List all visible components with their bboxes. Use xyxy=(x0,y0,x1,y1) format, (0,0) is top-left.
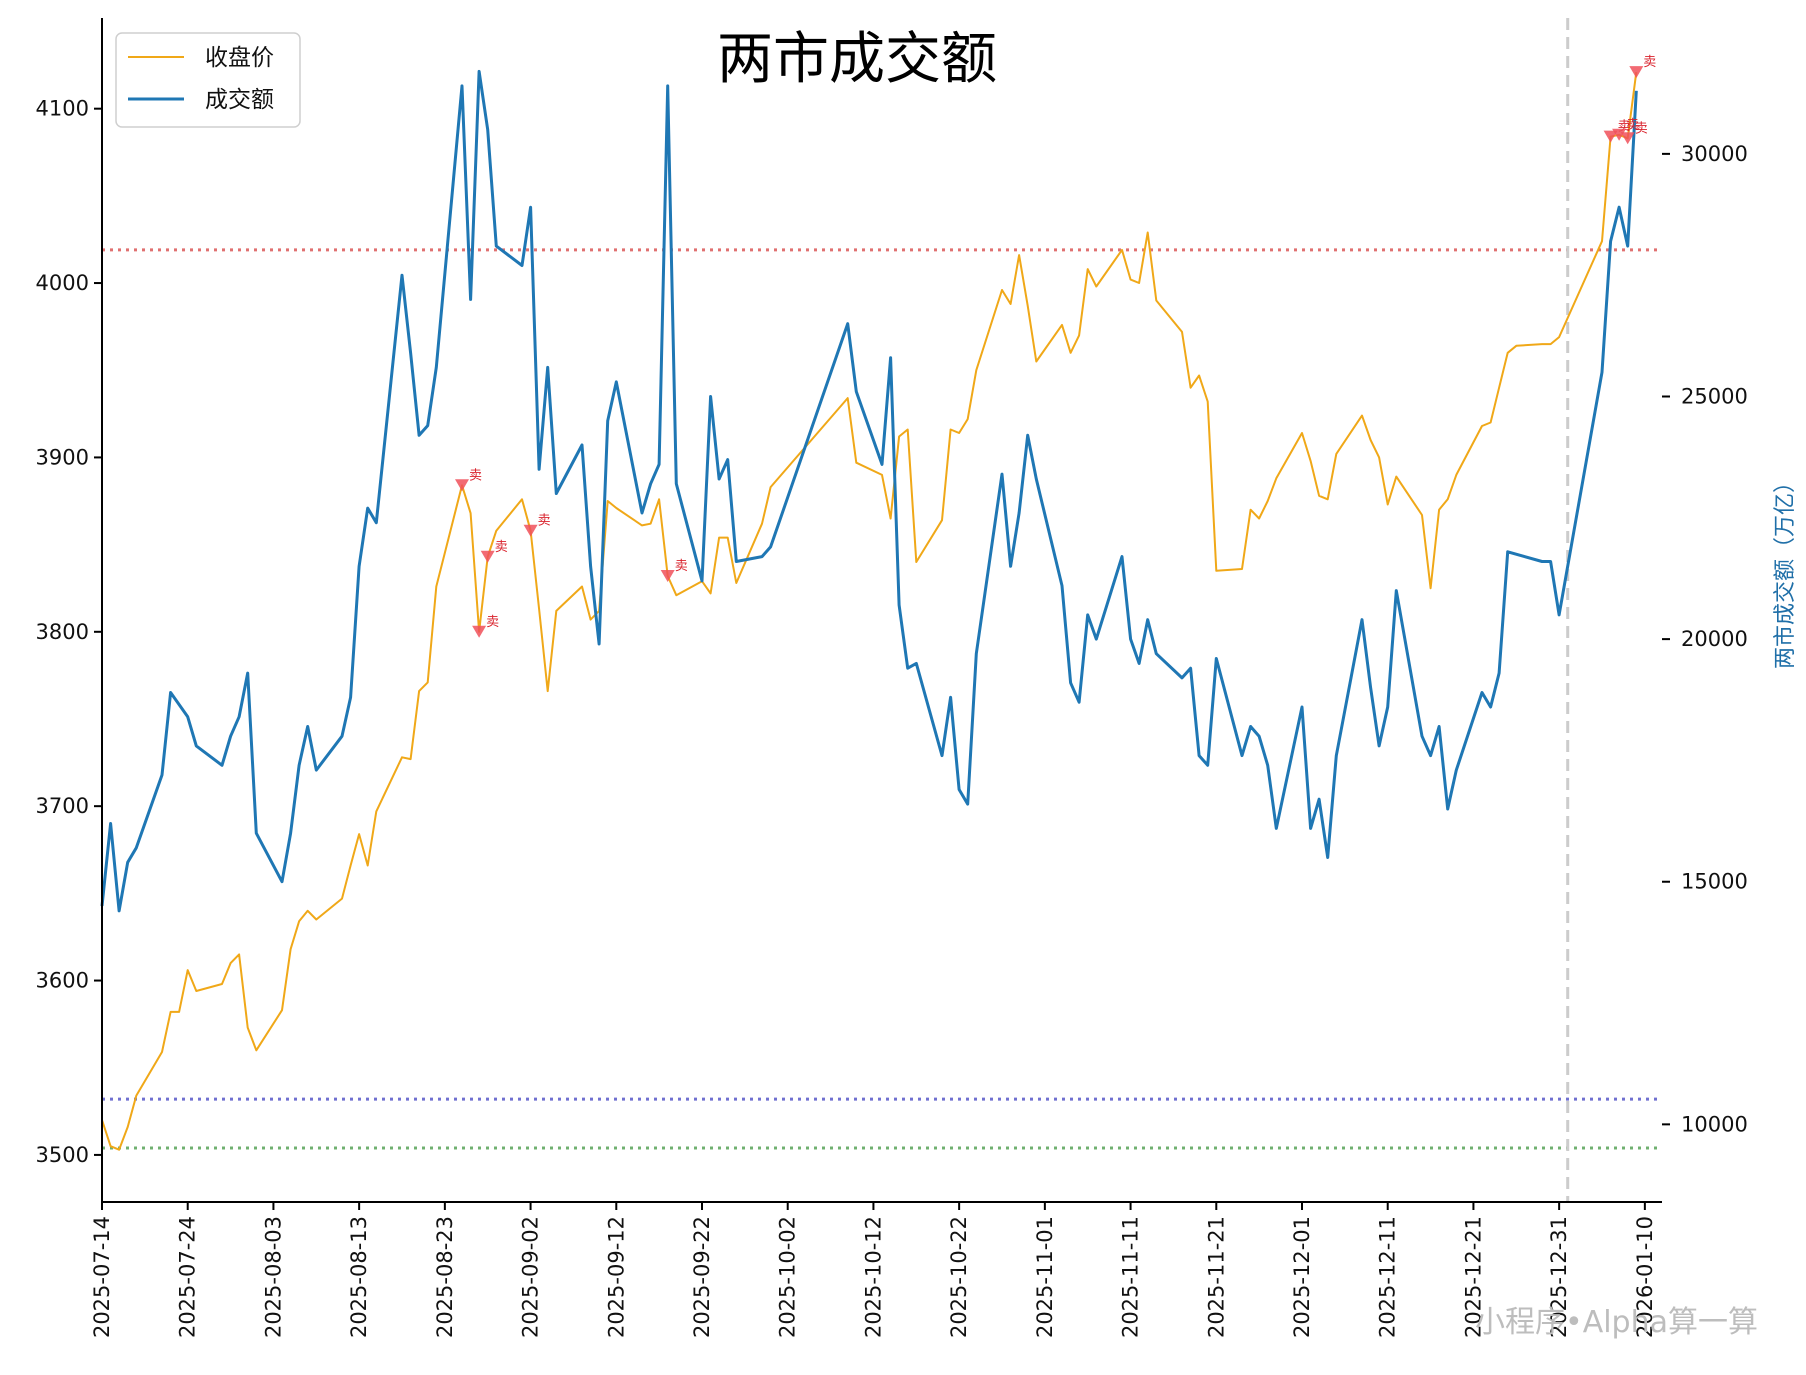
sell-label-3: 卖 xyxy=(538,514,551,529)
x-axis-tick-label: 2025-07-14 xyxy=(90,1216,114,1338)
left-axis-tick-label: 3800 xyxy=(36,620,89,644)
right-axis-tick-label: 25000 xyxy=(1681,384,1748,408)
sell-marker-5 xyxy=(1603,130,1618,143)
sell-marker-8 xyxy=(1629,66,1644,79)
left-axis-tick-label: 3500 xyxy=(36,1143,89,1167)
right-axis-tick-label: 15000 xyxy=(1681,870,1748,894)
x-axis-tick-label: 2026-01-10 xyxy=(1633,1216,1657,1338)
x-axis-tick-label: 2025-10-22 xyxy=(947,1216,971,1338)
x-axis-tick-label: 2025-07-24 xyxy=(176,1216,200,1338)
watermark: 小程序•Alpha算一算 xyxy=(1475,1305,1758,1340)
sell-label-0: 卖 xyxy=(469,468,482,483)
sell-label-1: 卖 xyxy=(486,615,499,630)
right-axis-tick-label: 10000 xyxy=(1681,1112,1748,1136)
right-axis-tick-label: 30000 xyxy=(1681,142,1748,166)
x-axis-tick-label: 2025-12-11 xyxy=(1376,1216,1400,1338)
sell-marker-4 xyxy=(660,570,675,582)
legend: 收盘价 成交额 xyxy=(115,32,301,128)
chart-title: 两市成交额 xyxy=(717,27,997,92)
sell-marker-0 xyxy=(455,479,469,492)
left-axis-tick-label: 4100 xyxy=(36,97,89,121)
sell-marker-2 xyxy=(480,550,495,563)
sell-marker-6 xyxy=(1612,128,1627,141)
sell-label-2: 卖 xyxy=(495,540,508,555)
plot-area: 卖卖卖卖卖卖卖卖卖3500360037003800390040004100100… xyxy=(36,18,1748,1338)
x-axis-tick-label: 2025-12-31 xyxy=(1547,1216,1571,1338)
sell-marker-3 xyxy=(523,524,538,537)
x-axis-tick-label: 2025-12-21 xyxy=(1461,1216,1485,1338)
x-axis-tick-label: 2025-09-12 xyxy=(604,1216,628,1338)
x-axis-tick-label: 2025-12-01 xyxy=(1290,1216,1314,1338)
legend-label-close: 收盘价 xyxy=(205,45,274,71)
x-axis-tick-label: 2025-08-03 xyxy=(261,1216,285,1338)
right-axis-label: 两市成交额（万亿） xyxy=(1773,471,1798,669)
x-axis-tick-label: 2025-10-12 xyxy=(861,1216,885,1338)
sell-label-7: 卖 xyxy=(1635,121,1648,136)
sell-marker-1 xyxy=(472,625,487,638)
x-axis-tick-label: 2025-11-21 xyxy=(1204,1216,1228,1338)
x-axis-tick-label: 2025-11-11 xyxy=(1119,1216,1143,1338)
left-axis-tick-label: 4000 xyxy=(36,271,89,295)
left-axis-tick-label: 3600 xyxy=(36,969,89,993)
right-axis-tick-label: 20000 xyxy=(1681,627,1748,651)
x-axis-tick-label: 2025-10-02 xyxy=(776,1216,800,1338)
x-axis-tick-label: 2025-09-22 xyxy=(690,1216,714,1338)
series-line-volume xyxy=(100,69,1638,913)
left-axis-tick-label: 3900 xyxy=(36,445,89,469)
sell-label-6: 卖 xyxy=(1626,118,1639,133)
x-axis-tick-label: 2025-09-02 xyxy=(519,1216,543,1338)
legend-label-volume: 成交额 xyxy=(205,87,274,113)
left-axis-tick-label: 3700 xyxy=(36,794,89,818)
x-axis-tick-label: 2025-08-23 xyxy=(433,1216,457,1338)
sell-marker-7 xyxy=(1620,132,1635,145)
sell-label-4: 卖 xyxy=(675,559,688,574)
x-axis-tick-label: 2025-08-13 xyxy=(347,1216,371,1338)
series-line-close xyxy=(101,71,1638,1151)
x-axis-tick-label: 2025-11-01 xyxy=(1033,1216,1057,1338)
sell-label-8: 卖 xyxy=(1643,55,1656,70)
